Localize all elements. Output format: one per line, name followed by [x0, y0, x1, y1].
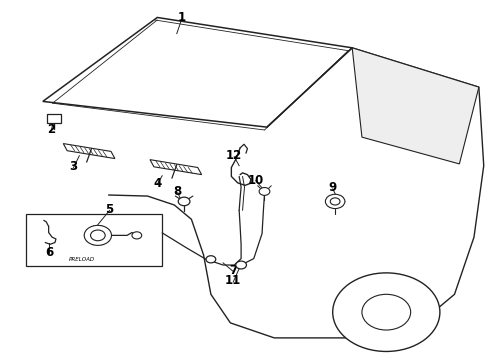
- Circle shape: [333, 273, 440, 351]
- Circle shape: [325, 194, 345, 208]
- Circle shape: [206, 256, 216, 263]
- Text: 11: 11: [225, 274, 242, 287]
- Circle shape: [132, 232, 142, 239]
- Text: 1: 1: [177, 11, 186, 24]
- Circle shape: [330, 198, 340, 205]
- Circle shape: [236, 261, 246, 269]
- Circle shape: [362, 294, 411, 330]
- Bar: [47, 114, 61, 123]
- Text: 8: 8: [173, 185, 182, 198]
- Text: 9: 9: [329, 181, 337, 194]
- Text: 6: 6: [45, 246, 53, 258]
- Polygon shape: [352, 48, 479, 164]
- Circle shape: [259, 188, 270, 195]
- Polygon shape: [43, 18, 352, 127]
- Text: 12: 12: [226, 149, 243, 162]
- Text: 3: 3: [70, 160, 77, 173]
- Circle shape: [91, 230, 105, 241]
- Polygon shape: [63, 144, 115, 158]
- Text: 5: 5: [105, 203, 114, 216]
- Bar: [26, 213, 162, 266]
- Text: 7: 7: [229, 264, 237, 276]
- Circle shape: [178, 197, 190, 206]
- Text: 10: 10: [247, 174, 264, 186]
- Text: PRELOAD: PRELOAD: [69, 257, 95, 262]
- Text: 2: 2: [47, 123, 55, 136]
- Circle shape: [84, 225, 112, 246]
- Text: 4: 4: [153, 177, 161, 190]
- Polygon shape: [150, 159, 202, 175]
